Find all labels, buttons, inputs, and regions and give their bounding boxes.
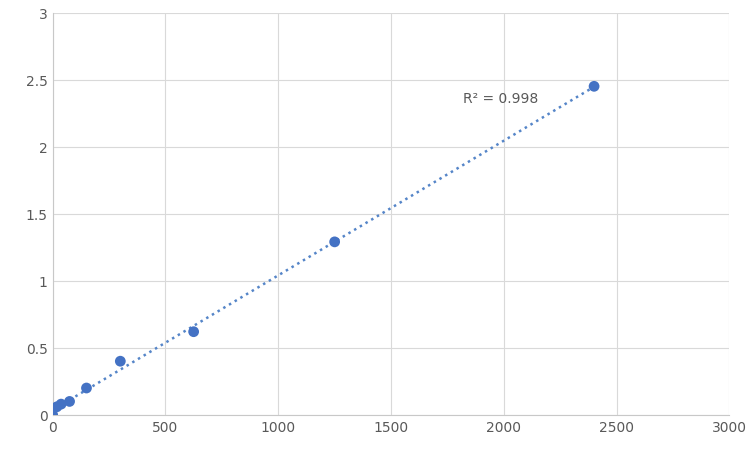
Point	[187, 328, 199, 336]
Point	[51, 403, 63, 410]
Point	[114, 358, 126, 365]
Point	[329, 239, 341, 246]
Point	[47, 411, 59, 419]
Point	[55, 400, 67, 408]
Point	[63, 398, 75, 405]
Text: R² = 0.998: R² = 0.998	[463, 92, 538, 106]
Point	[80, 385, 92, 392]
Point	[588, 83, 600, 91]
